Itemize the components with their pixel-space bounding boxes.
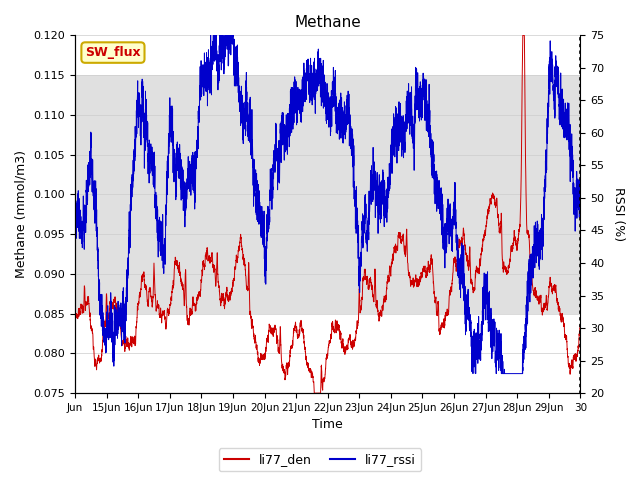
Bar [75,75,580,313]
X-axis label: Time: Time [312,419,343,432]
Text: SW_flux: SW_flux [85,46,141,59]
Legend: li77_den, li77_rssi: li77_den, li77_rssi [219,448,421,471]
Title: Methane: Methane [294,15,361,30]
Y-axis label: RSSI (%): RSSI (%) [612,187,625,241]
Y-axis label: Methane (mmol/m3): Methane (mmol/m3) [15,150,28,278]
